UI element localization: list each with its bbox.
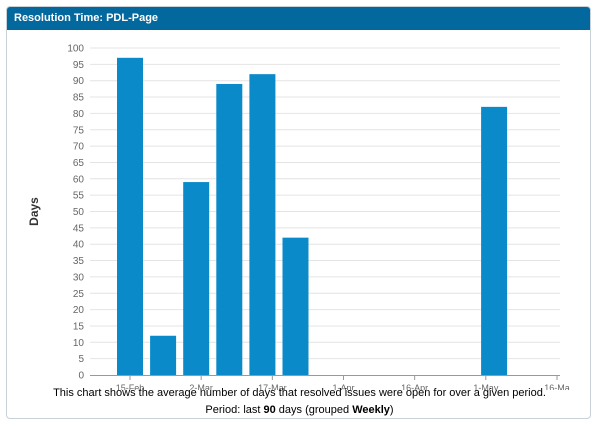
x-tick-label: 17-Mar bbox=[258, 383, 287, 390]
x-tick-label: 2-Mar bbox=[189, 383, 213, 390]
y-tick-label: 100 bbox=[67, 44, 84, 55]
resolution-time-chart: 0 5 10 15 20 25 30 35 40 45 50 55 60 65 70 75 80 85 90 95 10… bbox=[27, 44, 570, 394]
period-days: 90 bbox=[263, 404, 276, 416]
y-tick-label: 0 bbox=[78, 371, 84, 382]
y-tick-label: 60 bbox=[73, 174, 85, 185]
gadget-title: Resolution Time: PDL-Page bbox=[7, 7, 590, 30]
chart-description: This chart shows the average number of d… bbox=[53, 387, 546, 399]
bar bbox=[117, 57, 143, 375]
period-suffix: ) bbox=[389, 404, 394, 416]
x-tick-label: 16-Ma bbox=[544, 383, 570, 390]
y-tick-label: 65 bbox=[73, 158, 85, 169]
y-tick-label: 15 bbox=[73, 321, 85, 332]
y-tick-label: 90 bbox=[73, 76, 85, 87]
y-tick-label: 20 bbox=[73, 305, 85, 316]
y-tick-label: 80 bbox=[73, 109, 85, 120]
y-tick-label: 55 bbox=[73, 191, 85, 202]
x-tick-label: 15-Feb bbox=[116, 383, 145, 390]
x-tick-label: 1-May bbox=[473, 383, 499, 390]
period-prefix: Period: last bbox=[205, 404, 264, 416]
period-group: Weekly bbox=[352, 404, 390, 416]
bar bbox=[481, 106, 508, 376]
bar bbox=[249, 74, 276, 375]
resolution-time-gadget: Resolution Time: PDL-Page 0 5 10 15 20 25 30 35… bbox=[6, 6, 591, 419]
chart-period: Period: last 90 days (grouped Weekly) bbox=[7, 404, 590, 416]
bar bbox=[183, 182, 210, 375]
y-tick-label: 70 bbox=[73, 142, 85, 153]
chart-area: 0 5 10 15 20 25 30 35 40 45 50 55 60 65 70 75 80 85 90 95 10… bbox=[7, 30, 590, 394]
y-tick-label: 85 bbox=[73, 93, 85, 104]
y-tick-label: 45 bbox=[73, 223, 85, 234]
y-tick-label: 40 bbox=[73, 240, 85, 251]
period-middle: days (grouped bbox=[275, 404, 353, 416]
y-tick-label: 30 bbox=[73, 272, 85, 283]
bar bbox=[216, 83, 243, 375]
y-tick-label: 75 bbox=[73, 125, 85, 136]
bar bbox=[150, 335, 177, 375]
y-tick-label: 35 bbox=[73, 256, 85, 267]
y-tick-label: 10 bbox=[73, 338, 85, 349]
y-tick-label: 5 bbox=[78, 354, 84, 365]
bar bbox=[282, 237, 309, 375]
x-tick-label: 16-Apr bbox=[401, 383, 428, 390]
y-tick-label: 50 bbox=[73, 207, 85, 218]
y-tick-label: 25 bbox=[73, 289, 85, 300]
x-tick-label: 1-Apr bbox=[332, 383, 354, 390]
y-axis-label: Days bbox=[27, 197, 41, 226]
y-tick-label: 95 bbox=[73, 60, 85, 71]
